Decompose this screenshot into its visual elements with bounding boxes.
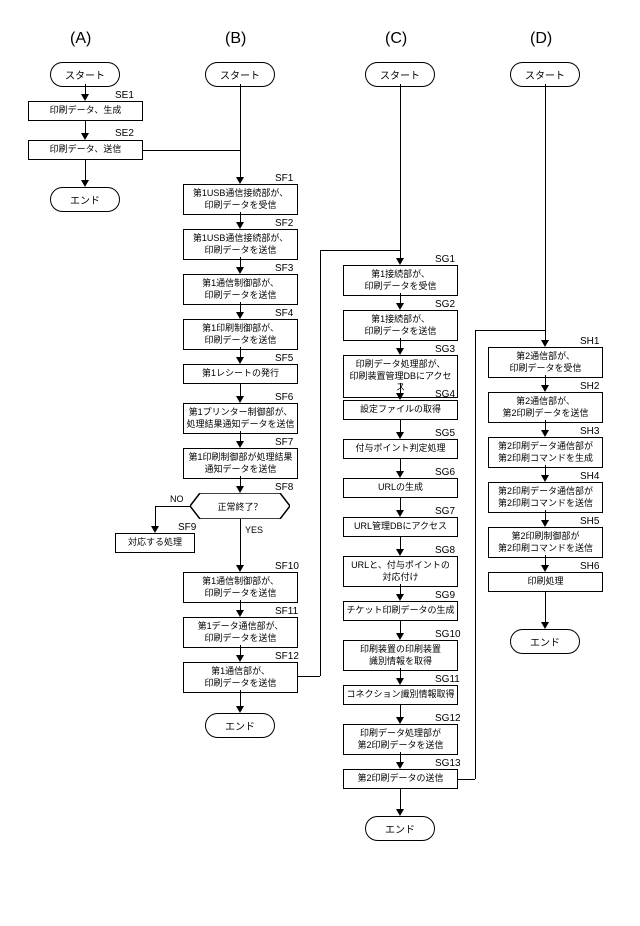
- sf5: 第1レシートの発行: [183, 364, 298, 384]
- label-sg10: SG10: [435, 629, 461, 640]
- sf3: 第1通信制御部が、印刷データを送信: [183, 274, 298, 305]
- label-sf7: SF7: [275, 437, 293, 448]
- sf6: 第1プリンター制御部が、処理結果通知データを送信: [183, 403, 298, 434]
- label-sg13: SG13: [435, 758, 461, 769]
- end-a: エンド: [50, 187, 120, 212]
- sg13: 第2印刷データの送信: [343, 769, 458, 789]
- sg5: 付与ポイント判定処理: [343, 439, 458, 459]
- label-sg8: SG8: [435, 545, 455, 556]
- label-sg4: SG4: [435, 389, 455, 400]
- label-sf9: SF9: [178, 522, 196, 533]
- sg10: 印刷装置の印刷装置識別情報を取得: [343, 640, 458, 671]
- label-sf2: SF2: [275, 218, 293, 229]
- label-sg11: SG11: [435, 674, 460, 685]
- label-sh5: SH5: [580, 516, 599, 527]
- sg9: チケット印刷データの生成: [343, 601, 458, 621]
- label-sf11: SF11: [275, 606, 298, 617]
- label-sh2: SH2: [580, 381, 599, 392]
- sf8: 正常終了？: [190, 493, 290, 519]
- sh5: 第2印刷制御部が第2印刷コマンドを送信: [488, 527, 603, 558]
- sf1: 第1USB通信接続部が、印刷データを受信: [183, 184, 298, 215]
- sf7: 第1印刷制御部が処理結果通知データを送信: [183, 448, 298, 479]
- sf9: 対応する処理: [115, 533, 195, 553]
- sg2: 第1接続部が、印刷データを送信: [343, 310, 458, 341]
- label-sg2: SG2: [435, 299, 455, 310]
- col-header-b: (B): [225, 30, 246, 48]
- end-b: エンド: [205, 713, 275, 738]
- label-sg3: SG3: [435, 344, 455, 355]
- se1: 印刷データ、生成: [28, 101, 143, 121]
- sg1: 第1接続部が、印刷データを受信: [343, 265, 458, 296]
- sg12: 印刷データ処理部が第2印刷データを送信: [343, 724, 458, 755]
- label-sg6: SG6: [435, 467, 455, 478]
- label-sf1: SF1: [275, 173, 293, 184]
- sg11: コネクション識別情報取得: [343, 685, 458, 705]
- se2: 印刷データ、送信: [28, 140, 143, 160]
- label-sf6: SF6: [275, 392, 293, 403]
- sg7: URL管理DBにアクセス: [343, 517, 458, 537]
- sh4: 第2印刷データ通信部が第2印刷コマンドを送信: [488, 482, 603, 513]
- label-sh6: SH6: [580, 561, 599, 572]
- end-d: エンド: [510, 629, 580, 654]
- sf2: 第1USB通信接続部が、印刷データを送信: [183, 229, 298, 260]
- label-sf10: SF10: [275, 561, 299, 572]
- label-se2: SE2: [115, 128, 134, 139]
- sf4: 第1印刷制御部が、印刷データを送信: [183, 319, 298, 350]
- label-sg7: SG7: [435, 506, 455, 517]
- no-label: NO: [170, 494, 184, 504]
- label-se1: SE1: [115, 90, 134, 101]
- flowchart-4col: (A) (B) (C) (D) スタート SE1 印刷データ、生成 SE2 印刷…: [0, 0, 640, 926]
- sf12: 第1通信部が、印刷データを送信: [183, 662, 298, 693]
- sh1: 第2通信部が、印刷データを受信: [488, 347, 603, 378]
- sf11: 第1データ通信部が、印刷データを送信: [183, 617, 298, 648]
- label-sf5: SF5: [275, 353, 293, 364]
- col-header-d: (D): [530, 30, 552, 48]
- label-sg1: SG1: [435, 254, 455, 265]
- sg6: URLの生成: [343, 478, 458, 498]
- label-sh4: SH4: [580, 471, 599, 482]
- label-sg5: SG5: [435, 428, 455, 439]
- sh3: 第2印刷データ通信部が第2印刷コマンドを生成: [488, 437, 603, 468]
- sh2: 第2通信部が、第2印刷データを送信: [488, 392, 603, 423]
- label-sf3: SF3: [275, 263, 293, 274]
- label-sg9: SG9: [435, 590, 455, 601]
- yes-label: YES: [245, 525, 263, 535]
- end-c: エンド: [365, 816, 435, 841]
- sh6: 印刷処理: [488, 572, 603, 592]
- label-sh3: SH3: [580, 426, 599, 437]
- label-sg12: SG12: [435, 713, 461, 724]
- col-header-a: (A): [70, 30, 91, 48]
- sg4: 設定ファイルの取得: [343, 400, 458, 420]
- label-sf12: SF12: [275, 651, 299, 662]
- sg8: URLと、付与ポイントの対応付け: [343, 556, 458, 587]
- label-sf8: SF8: [275, 482, 293, 493]
- label-sf4: SF4: [275, 308, 293, 319]
- label-sh1: SH1: [580, 336, 599, 347]
- col-header-c: (C): [385, 30, 407, 48]
- sf10: 第1通信制御部が、印刷データを送信: [183, 572, 298, 603]
